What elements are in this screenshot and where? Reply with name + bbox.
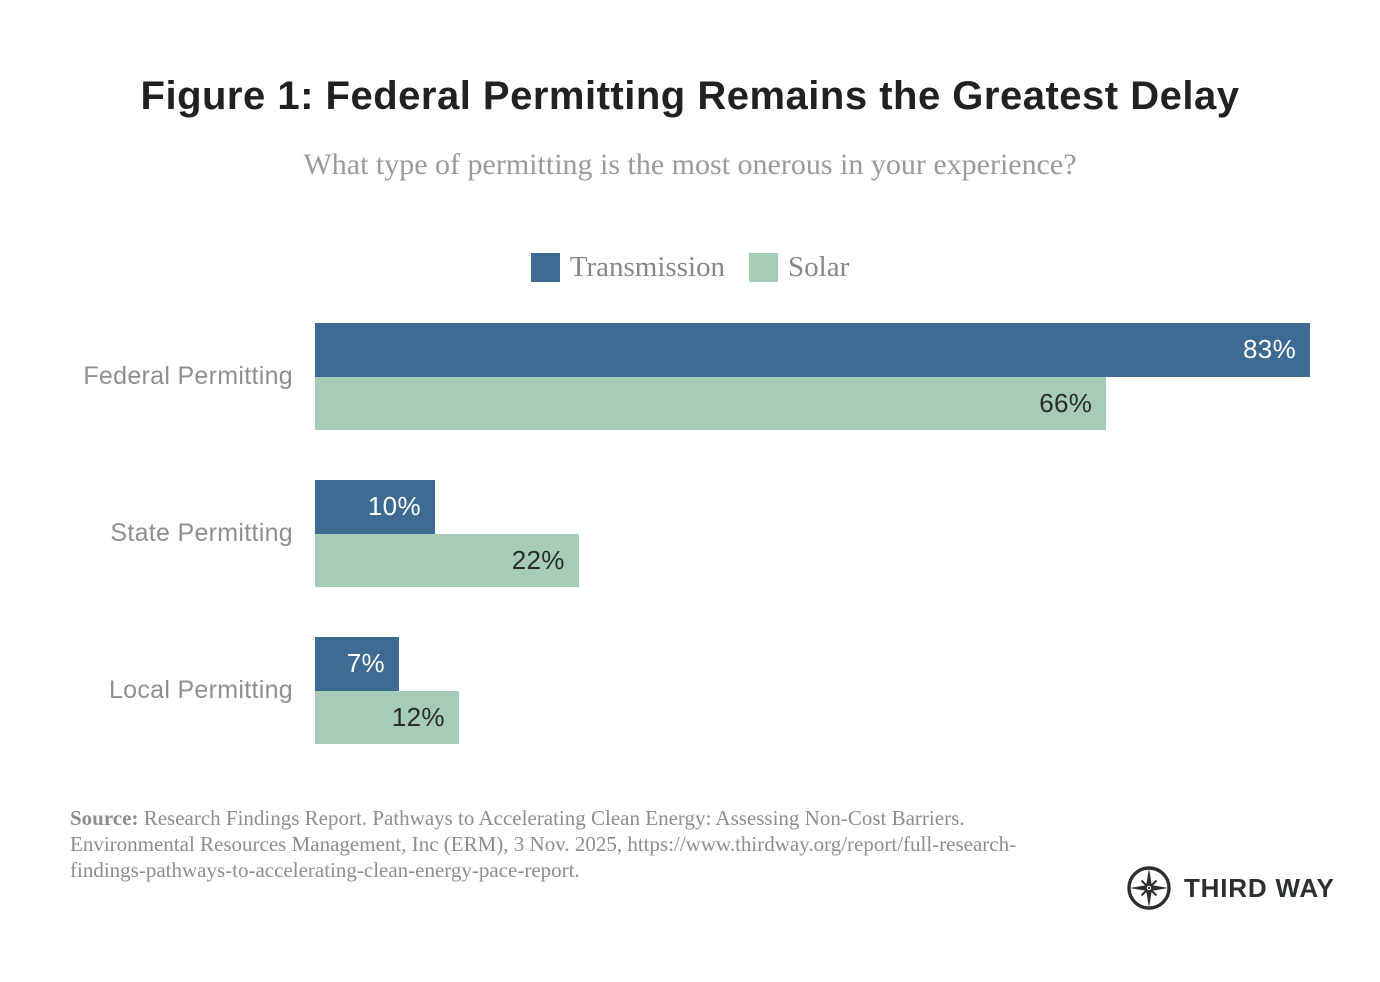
bar-value-label: 66% — [1039, 387, 1093, 418]
chart-subtitle: What type of permitting is the most oner… — [303, 148, 1077, 181]
bar-value-label: 22% — [511, 544, 565, 575]
bar-solar: 12% — [315, 690, 459, 744]
page-title: Figure 1: Federal Permitting Remains the… — [140, 74, 1240, 118]
bar-value-label: 10% — [367, 491, 421, 522]
bar-value-label: 12% — [391, 701, 445, 732]
third-way-wordmark: THIRD WAY — [1184, 872, 1335, 903]
bar-transmission: 7% — [315, 637, 399, 691]
chart-row: State Permitting 10% 22% — [0, 480, 1380, 587]
category-label: Local Permitting — [108, 676, 293, 704]
legend-label-solar: Solar — [788, 251, 850, 283]
source-label: Source: — [70, 806, 139, 830]
legend-label-transmission: Transmission — [569, 251, 726, 283]
legend-item-solar: Solar — [749, 251, 849, 284]
bar-solar: 22% — [315, 533, 579, 587]
chart-row: Federal Permitting 83% 66% — [0, 323, 1380, 430]
solar-swatch-icon — [749, 253, 779, 282]
transmission-swatch-icon — [530, 253, 560, 282]
bar-group: 10% 22% — [315, 480, 1310, 587]
bar-chart: Federal Permitting 83% 66% State Permitting… — [0, 323, 1380, 794]
legend-item-transmission: Transmission — [530, 251, 726, 284]
bar-solar: 66% — [315, 376, 1107, 430]
source-text: Research Findings Report. Pathways to Ac… — [70, 806, 1017, 882]
bar-transmission: 10% — [315, 480, 435, 534]
source-note: Source: Research Findings Report. Pathwa… — [70, 805, 1020, 883]
bar-value-label: 83% — [1243, 334, 1296, 365]
bar-group: 83% 66% — [315, 323, 1310, 430]
bar-transmission: 83% — [315, 323, 1310, 377]
chart-legend: Transmission Solar — [0, 251, 1380, 284]
category-label: Federal Permitting — [83, 362, 293, 390]
bar-group: 7% 12% — [315, 637, 1310, 744]
bar-value-label: 7% — [346, 648, 385, 679]
category-label: State Permitting — [110, 519, 293, 547]
third-way-logo: THIRD WAY — [1125, 864, 1335, 912]
compass-star-icon — [1127, 866, 1171, 910]
chart-row: Local Permitting 7% 12% — [0, 637, 1380, 744]
